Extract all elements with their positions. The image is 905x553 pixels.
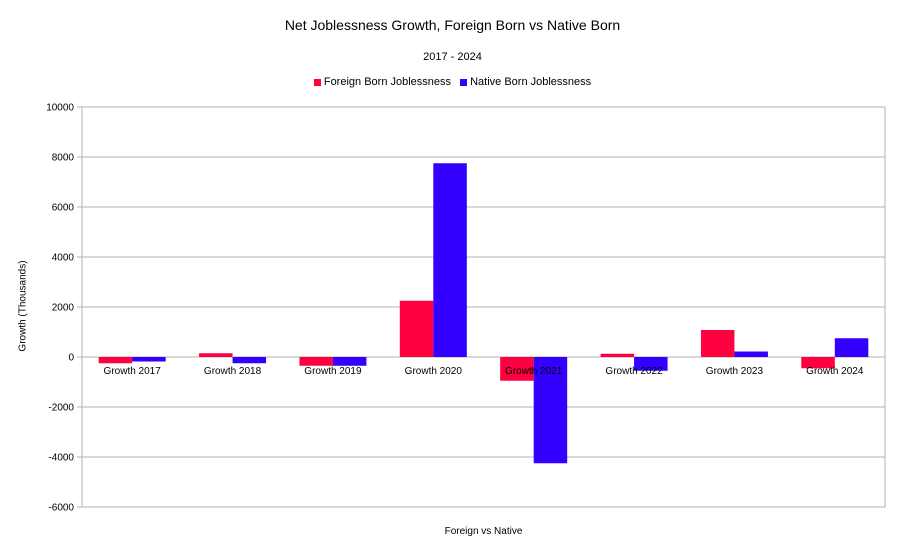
y-tick-label: -2000 <box>48 403 74 414</box>
y-tick-label: -6000 <box>48 503 74 514</box>
y-tick-label: 6000 <box>52 203 75 214</box>
legend: Foreign Born Joblessness Native Born Job… <box>0 76 905 89</box>
y-tick-label: 2000 <box>52 303 75 314</box>
x-tick-label: Growth 2021 <box>505 366 563 377</box>
legend-item-native: Native Born Joblessness <box>460 76 591 88</box>
plot-frame <box>81 106 886 508</box>
bar-native-born <box>734 351 768 357</box>
bar-foreign-born <box>299 357 333 366</box>
bar-native-born <box>834 338 869 357</box>
bar-foreign-born <box>801 357 835 369</box>
bar-native-born <box>332 357 367 366</box>
x-tick-label: Growth 2019 <box>304 366 362 377</box>
x-tick-label: Growth 2022 <box>605 366 663 377</box>
bar-native-born <box>433 163 467 357</box>
bar-native-born <box>232 357 267 364</box>
bar-foreign-born <box>199 353 233 357</box>
y-tick-label: 4000 <box>52 253 75 264</box>
legend-label-native: Native Born Joblessness <box>470 76 592 88</box>
x-axis-title: Foreign vs Native <box>444 526 523 537</box>
bar-foreign-born <box>399 300 434 357</box>
x-tick-label: Growth 2017 <box>104 366 162 377</box>
y-tick-label: 10000 <box>46 103 74 114</box>
chart-title: Net Joblessness Growth, Foreign Born vs … <box>284 17 621 33</box>
legend-item-foreign: Foreign Born Joblessness <box>313 76 452 88</box>
x-tick-label: Growth 2024 <box>806 366 864 377</box>
legend-swatch-foreign <box>313 78 321 86</box>
legend-label-foreign: Foreign Born Joblessness <box>323 76 452 88</box>
bar-native-born <box>634 357 668 371</box>
y-tick-label: -4000 <box>48 453 74 464</box>
bar-foreign-born <box>600 353 635 357</box>
bar-native-born <box>132 357 166 362</box>
bar-foreign-born <box>98 357 133 364</box>
legend-swatch-native <box>460 78 468 86</box>
bar-native-born <box>533 357 568 464</box>
chart-subtitle: 2017 - 2024 <box>423 51 482 63</box>
bar-foreign-born <box>500 357 534 381</box>
bar-foreign-born <box>700 330 735 357</box>
y-axis-title: Growth (Thousands) <box>17 260 29 352</box>
x-tick-label: Growth 2023 <box>706 366 764 377</box>
y-tick-label: 0 <box>68 353 74 364</box>
x-tick-label: Growth 2020 <box>405 366 463 377</box>
x-tick-label: Growth 2018 <box>204 366 262 377</box>
y-tick-label: 8000 <box>52 153 75 164</box>
